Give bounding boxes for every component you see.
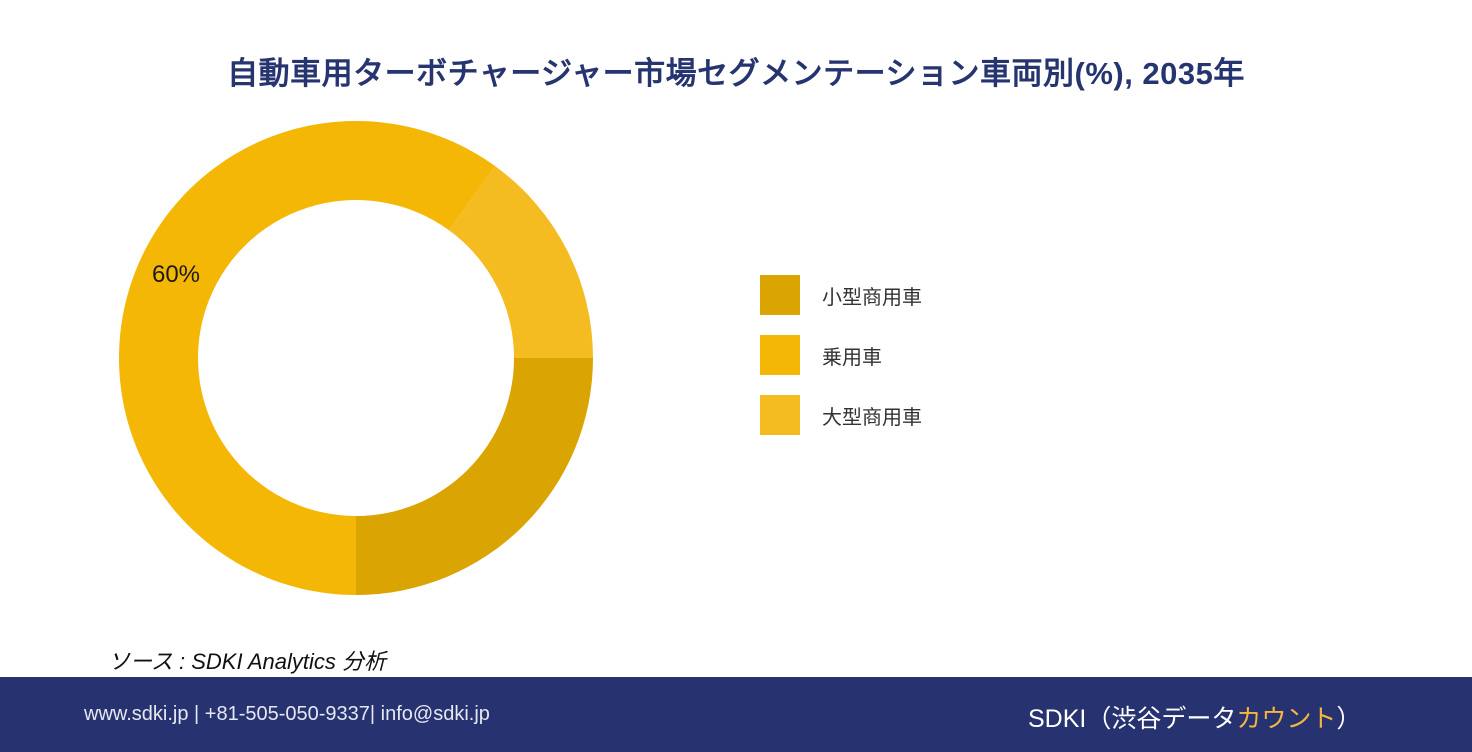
legend-label: 小型商用車 — [822, 286, 922, 309]
slice-passenger — [119, 120, 496, 596]
source-note: ソース : SDKI Analytics 分析 — [108, 649, 387, 674]
brand-accent: カウント — [1236, 705, 1337, 733]
slice-lcv — [356, 358, 593, 595]
donut-chart: 60% — [119, 120, 593, 596]
legend-swatch-passenger — [760, 335, 800, 375]
contact-info: www.sdki.jp | +81-505-050-9337| info@sdk… — [84, 703, 490, 725]
legend: 小型商用車 乗用車 大型商用車 — [760, 275, 922, 455]
legend-swatch-lcv — [760, 275, 800, 315]
legend-swatch-hcv — [760, 395, 800, 435]
legend-label: 大型商用車 — [822, 406, 922, 429]
footer-bar: www.sdki.jp | +81-505-050-9337| info@sdk… — [0, 677, 1472, 752]
legend-item-hcv: 大型商用車 — [760, 395, 922, 435]
slice-hcv — [448, 166, 593, 358]
legend-label: 乗用車 — [822, 346, 882, 369]
chart-title: 自動車用ターボチャージャー市場セグメンテーション車両別(%), 2035年 — [227, 56, 1245, 91]
brand-logo: SDKI（渋谷データカウント） — [1028, 699, 1361, 735]
brand-suffix: ） — [1336, 705, 1362, 733]
legend-item-passenger: 乗用車 — [760, 335, 922, 375]
brand-prefix: SDKI（渋谷データ — [1028, 705, 1237, 733]
data-label-passenger: 60% — [152, 261, 200, 288]
legend-item-lcv: 小型商用車 — [760, 275, 922, 315]
donut-slices — [119, 120, 593, 596]
